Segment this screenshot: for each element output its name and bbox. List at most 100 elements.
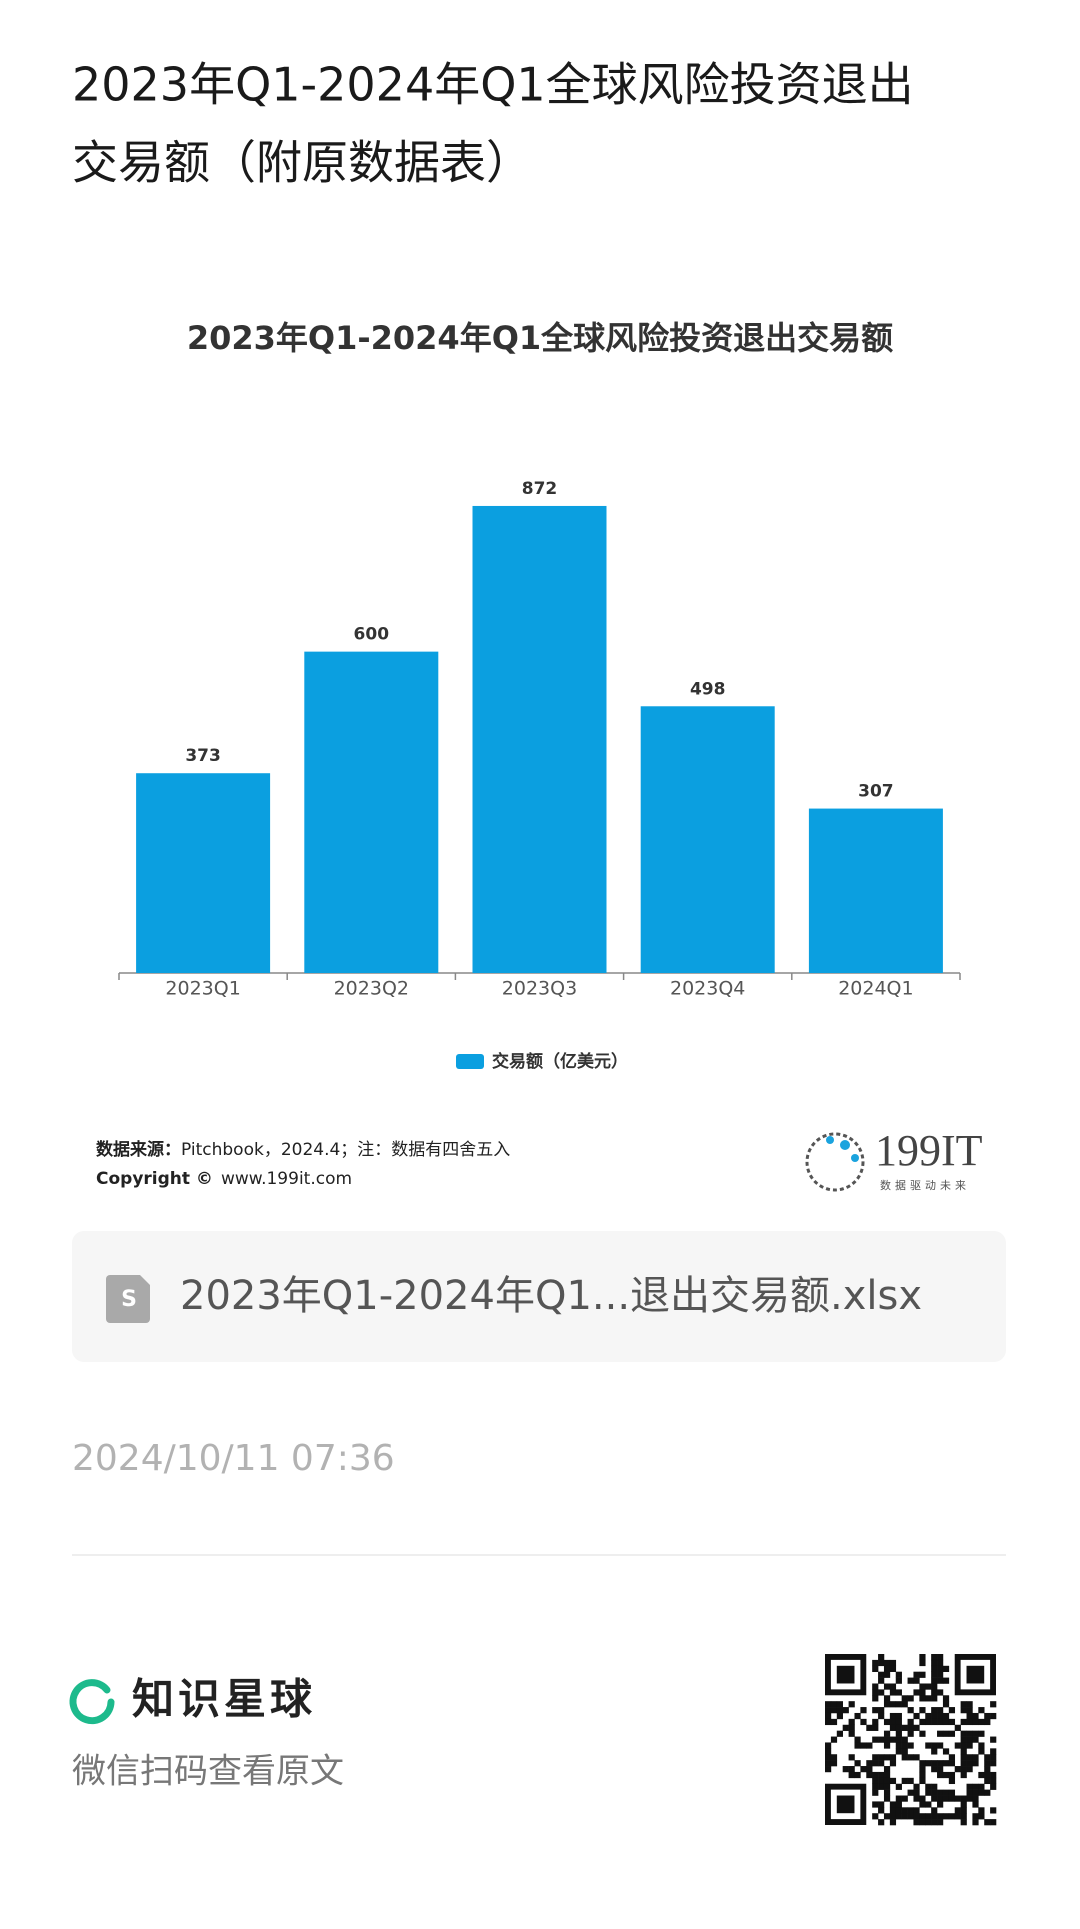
qr-module bbox=[948, 1754, 956, 1761]
qr-module bbox=[966, 1742, 973, 1749]
x-tick-label: 2023Q4 bbox=[670, 978, 745, 1000]
qr-module bbox=[960, 1707, 967, 1714]
bar bbox=[472, 505, 607, 973]
qr-module bbox=[984, 1754, 991, 1761]
qr-module bbox=[913, 1813, 920, 1820]
qr-module bbox=[937, 1789, 944, 1796]
qr-module bbox=[954, 1742, 961, 1749]
qr-module bbox=[931, 1742, 938, 1749]
qr-module bbox=[937, 1665, 944, 1672]
qr-module bbox=[990, 1760, 997, 1767]
qr-module bbox=[883, 1771, 891, 1779]
qr-module bbox=[872, 1777, 879, 1785]
qr-module bbox=[937, 1795, 944, 1802]
qr-module bbox=[878, 1671, 885, 1678]
qr-module bbox=[895, 1736, 902, 1743]
qr-module bbox=[978, 1789, 985, 1796]
qr-module bbox=[895, 1807, 902, 1814]
qr-finder bbox=[966, 1665, 985, 1684]
qr-module bbox=[836, 1707, 843, 1714]
qr-module bbox=[825, 1766, 832, 1773]
qr-module bbox=[990, 1754, 997, 1761]
qr-module bbox=[937, 1718, 944, 1726]
logo-mark bbox=[805, 1132, 865, 1192]
qr-module bbox=[889, 1754, 897, 1761]
qr-module bbox=[913, 1789, 920, 1796]
qr-module bbox=[978, 1748, 985, 1755]
qr-module bbox=[990, 1777, 997, 1785]
qr-module bbox=[872, 1754, 879, 1761]
qr-module bbox=[942, 1701, 950, 1708]
qr-module bbox=[990, 1701, 997, 1708]
qr-code bbox=[825, 1654, 997, 1826]
qr-module bbox=[866, 1766, 873, 1773]
qr-module bbox=[925, 1813, 932, 1820]
x-tick-label: 2023Q1 bbox=[165, 978, 240, 1000]
file-name[interactable]: 2023年Q1-2024年Q1...退出交易额.xlsx bbox=[180, 1273, 922, 1319]
qr-module bbox=[901, 1742, 908, 1749]
qr-module bbox=[960, 1819, 967, 1826]
qr-module bbox=[872, 1659, 879, 1667]
qr-module bbox=[966, 1783, 973, 1790]
qr-module bbox=[878, 1777, 885, 1785]
qr-module bbox=[919, 1659, 926, 1667]
legend-label: 交易额（亿美元） bbox=[492, 1051, 628, 1072]
qr-module bbox=[883, 1777, 891, 1785]
qr-module bbox=[919, 1766, 926, 1773]
qr-module bbox=[872, 1783, 879, 1790]
qr-module bbox=[889, 1736, 897, 1743]
qr-module bbox=[937, 1819, 944, 1826]
page-title: 2023年Q1-2024年Q1全球风险投资退出 bbox=[72, 58, 914, 112]
source-label: 数据来源： bbox=[96, 1139, 181, 1160]
qr-module bbox=[878, 1654, 885, 1661]
qr-module bbox=[925, 1742, 932, 1749]
qr-module bbox=[907, 1718, 914, 1726]
qr-module bbox=[931, 1671, 938, 1678]
qr-module bbox=[825, 1742, 832, 1749]
file-card[interactable] bbox=[72, 1231, 1006, 1362]
qr-module bbox=[972, 1754, 979, 1761]
qr-module bbox=[883, 1813, 891, 1820]
qr-module bbox=[889, 1760, 897, 1767]
qr-module bbox=[931, 1766, 938, 1773]
qr-module bbox=[883, 1742, 891, 1749]
qr-module bbox=[972, 1783, 979, 1790]
qr-module bbox=[895, 1795, 902, 1802]
qr-module bbox=[895, 1813, 902, 1820]
qr-module bbox=[889, 1819, 897, 1826]
qr-module bbox=[960, 1742, 967, 1749]
qr-module bbox=[883, 1783, 891, 1790]
qr-module bbox=[825, 1712, 832, 1720]
qr-module bbox=[931, 1707, 938, 1714]
qr-module bbox=[925, 1695, 932, 1702]
qr-module bbox=[889, 1665, 897, 1672]
qr-module bbox=[960, 1748, 967, 1755]
qr-module bbox=[883, 1701, 891, 1708]
qr-module bbox=[942, 1771, 950, 1779]
qr-module bbox=[913, 1754, 920, 1761]
qr-module bbox=[942, 1795, 950, 1802]
qr-module bbox=[901, 1795, 908, 1802]
qr-module bbox=[960, 1807, 967, 1814]
qr-module bbox=[990, 1819, 997, 1826]
qr-module bbox=[907, 1789, 914, 1796]
qr-module bbox=[984, 1771, 991, 1779]
qr-module bbox=[925, 1683, 932, 1690]
qr-module bbox=[883, 1736, 891, 1743]
qr-module bbox=[883, 1665, 891, 1672]
qr-module bbox=[836, 1712, 843, 1720]
qr-module bbox=[872, 1665, 879, 1672]
qr-module bbox=[872, 1813, 879, 1820]
qr-module bbox=[872, 1707, 879, 1714]
chart: 2023Q1 2023Q2 2023Q3 2023Q4 2024Q1 373 600 872 4… bbox=[118, 479, 961, 1072]
qr-module bbox=[895, 1671, 902, 1678]
qr-module bbox=[942, 1760, 950, 1767]
qr-module bbox=[854, 1712, 861, 1720]
qr-module bbox=[848, 1754, 855, 1761]
source: 数据来源：Pitchbook，2024.4；注：数据有四舍五入 bbox=[96, 1139, 510, 1160]
qr-module bbox=[966, 1712, 973, 1720]
qr-module bbox=[931, 1783, 938, 1790]
qr-module bbox=[960, 1801, 967, 1808]
qr-module bbox=[942, 1712, 950, 1720]
qr-module bbox=[825, 1707, 832, 1714]
